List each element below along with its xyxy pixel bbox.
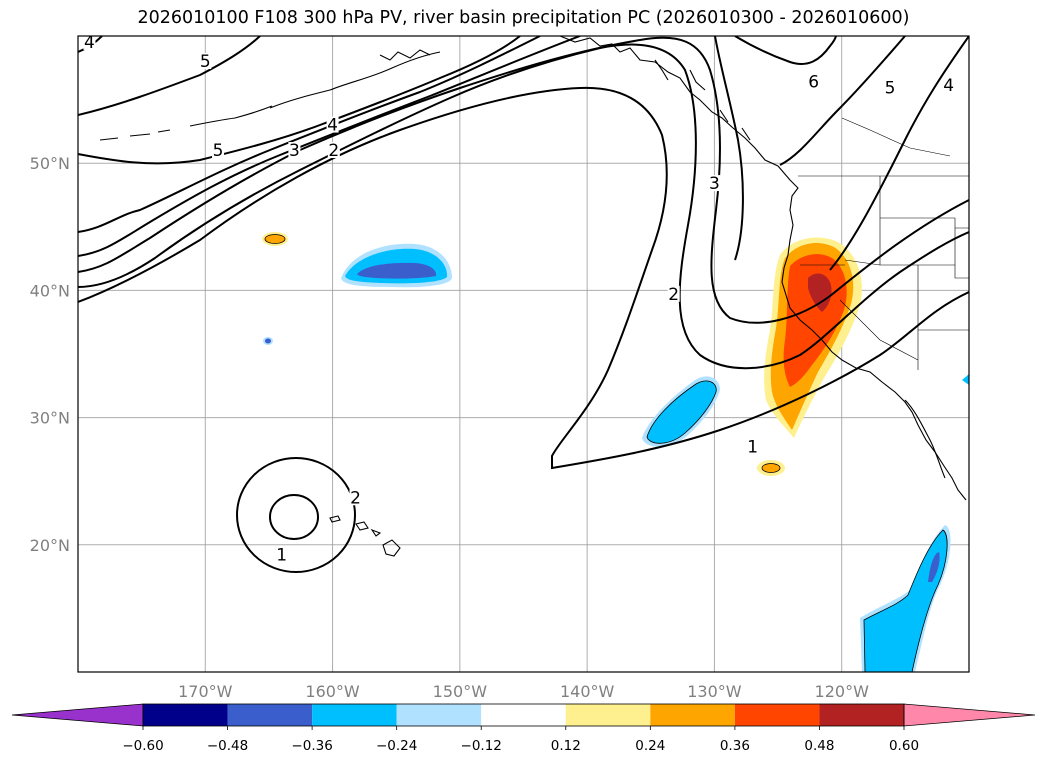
- colorbar-bin: [143, 704, 228, 726]
- pv-contour-3: [78, 36, 969, 324]
- lat-tick-label: 50°N: [30, 154, 70, 173]
- contour-label: 4: [943, 76, 954, 96]
- negative-anomaly-subtropical-core: [646, 380, 717, 444]
- pv-contour-5-north: [78, 36, 521, 165]
- colorbar-tick-label: −0.24: [376, 738, 417, 754]
- colorbar-bin: [396, 704, 482, 726]
- pv-contour-1-hawaii: [236, 457, 356, 573]
- coastlines: [99, 36, 967, 501]
- contour-label-bg: [807, 73, 820, 90]
- colorbar-tick-label: −0.36: [291, 738, 332, 754]
- political-borders: [798, 117, 969, 370]
- colorbar-tick-label: −0.60: [122, 738, 163, 754]
- positive-anomaly-blip-165w-core: [264, 234, 286, 244]
- contour-label: 3: [289, 141, 300, 161]
- pv-contour-4: [78, 36, 581, 257]
- lon-tick-label: 130°W: [687, 682, 742, 701]
- positive-anomaly-blip-125w-core: [761, 463, 781, 473]
- chart-title: 2026010100 F108 300 hPa PV, river basin …: [137, 8, 910, 28]
- latitude-labels: 50°N 40°N 30°N 20°N: [30, 154, 70, 555]
- contour-label-bg: [326, 116, 339, 133]
- contour-label-bg: [288, 142, 301, 159]
- contour-label: 5: [213, 141, 224, 161]
- contour-label: 3: [709, 174, 720, 194]
- lon-tick-label: 140°W: [560, 682, 615, 701]
- contour-label-bg: [275, 546, 288, 563]
- longitude-labels: 170°W 160°W 150°W 140°W 130°W 120°W: [178, 682, 869, 701]
- contour-label-bg: [327, 142, 340, 159]
- contour-label-bg: [349, 489, 362, 506]
- lat-tick-label: 30°N: [30, 409, 70, 428]
- contour-label: 4: [327, 116, 338, 136]
- negative-anomaly-southeast-core: [863, 529, 948, 672]
- lon-tick-label: 160°W: [305, 682, 360, 701]
- colorbar-tick-label: −0.12: [461, 738, 502, 754]
- lon-tick-label: 120°W: [815, 682, 870, 701]
- contour-labels: 1 2 1 2 3 2 3 4 5 5 4 6 5 4: [83, 33, 955, 566]
- pv-contour-4-ne: [829, 36, 969, 271]
- positive-anomaly-california-darkred: [808, 273, 832, 312]
- hawaii-islands: [329, 515, 401, 557]
- colorbar-tick-label: 0.60: [889, 738, 919, 754]
- pv-contour-5-top: [78, 36, 261, 116]
- negative-anomaly-north-pacific-inner: [357, 262, 437, 279]
- lon-tick-label: 150°W: [433, 682, 488, 701]
- contour-label-bg: [746, 438, 759, 455]
- contour-label-bg: [83, 36, 96, 50]
- contour-label: 6: [808, 72, 819, 92]
- colorbar-bin: [565, 704, 651, 726]
- pv-contour-2-hawaii: [269, 494, 319, 540]
- map-frame: [77, 35, 970, 673]
- colorbar-bin: [481, 704, 566, 726]
- contour-label: 4: [84, 33, 95, 53]
- lat-tick-label: 40°N: [30, 281, 70, 300]
- colorbar-extend-max: [903, 703, 1036, 727]
- contour-label-bg: [199, 52, 212, 69]
- colorbar-tick-label: −0.48: [207, 738, 248, 754]
- gridlines: [78, 36, 969, 672]
- contour-label: 5: [200, 52, 211, 72]
- contour-label: 2: [668, 285, 679, 305]
- colorbar-bin: [819, 704, 904, 726]
- contour-label-bg: [212, 142, 225, 159]
- negative-anomaly-blip-core: [265, 338, 271, 344]
- contour-label-bg: [884, 79, 897, 96]
- contour-label-bg: [708, 175, 721, 192]
- colorbar-outline: [142, 703, 905, 727]
- lon-tick-label: 170°W: [178, 682, 233, 701]
- contour-label: 1: [747, 437, 758, 457]
- contour-label-bg: [667, 285, 680, 302]
- colorbar-bin: [650, 704, 735, 726]
- contour-label: 2: [328, 141, 339, 161]
- lat-tick-label: 20°N: [30, 536, 70, 555]
- colorbar-tick-label: 0.24: [635, 738, 665, 754]
- precip-anomaly-shading: [262, 232, 969, 672]
- pv-contour-2: [78, 43, 969, 370]
- colorbar-bin: [312, 704, 397, 726]
- colorbar-bin: [734, 704, 820, 726]
- contour-label-bg: [942, 77, 955, 94]
- negative-anomaly-southeast-inner: [928, 552, 940, 582]
- negative-anomaly-edge-blip: [962, 374, 969, 385]
- pv-contour-5: [78, 36, 541, 233]
- pv-contour-3-east: [714, 36, 744, 261]
- colorbar-tick-label: 0.48: [804, 738, 834, 754]
- contour-label: 1: [276, 546, 287, 566]
- colorbar-tick-label: 0.12: [551, 738, 581, 754]
- pv-contour-5-ne: [779, 36, 906, 166]
- pv-contours: [78, 36, 969, 573]
- colorbar: −0.60 −0.48 −0.36 −0.24 −0.12 0.12 0.24 0.36 0.4…: [11, 703, 1036, 754]
- colorbar-bin: [227, 704, 313, 726]
- contour-label: 2: [350, 488, 361, 508]
- pv-contour-1: [78, 86, 969, 470]
- colorbar-extend-min: [11, 703, 144, 727]
- pv-contour-6: [734, 36, 837, 65]
- colorbar-tick-label: 0.36: [720, 738, 750, 754]
- contour-label: 5: [885, 79, 896, 99]
